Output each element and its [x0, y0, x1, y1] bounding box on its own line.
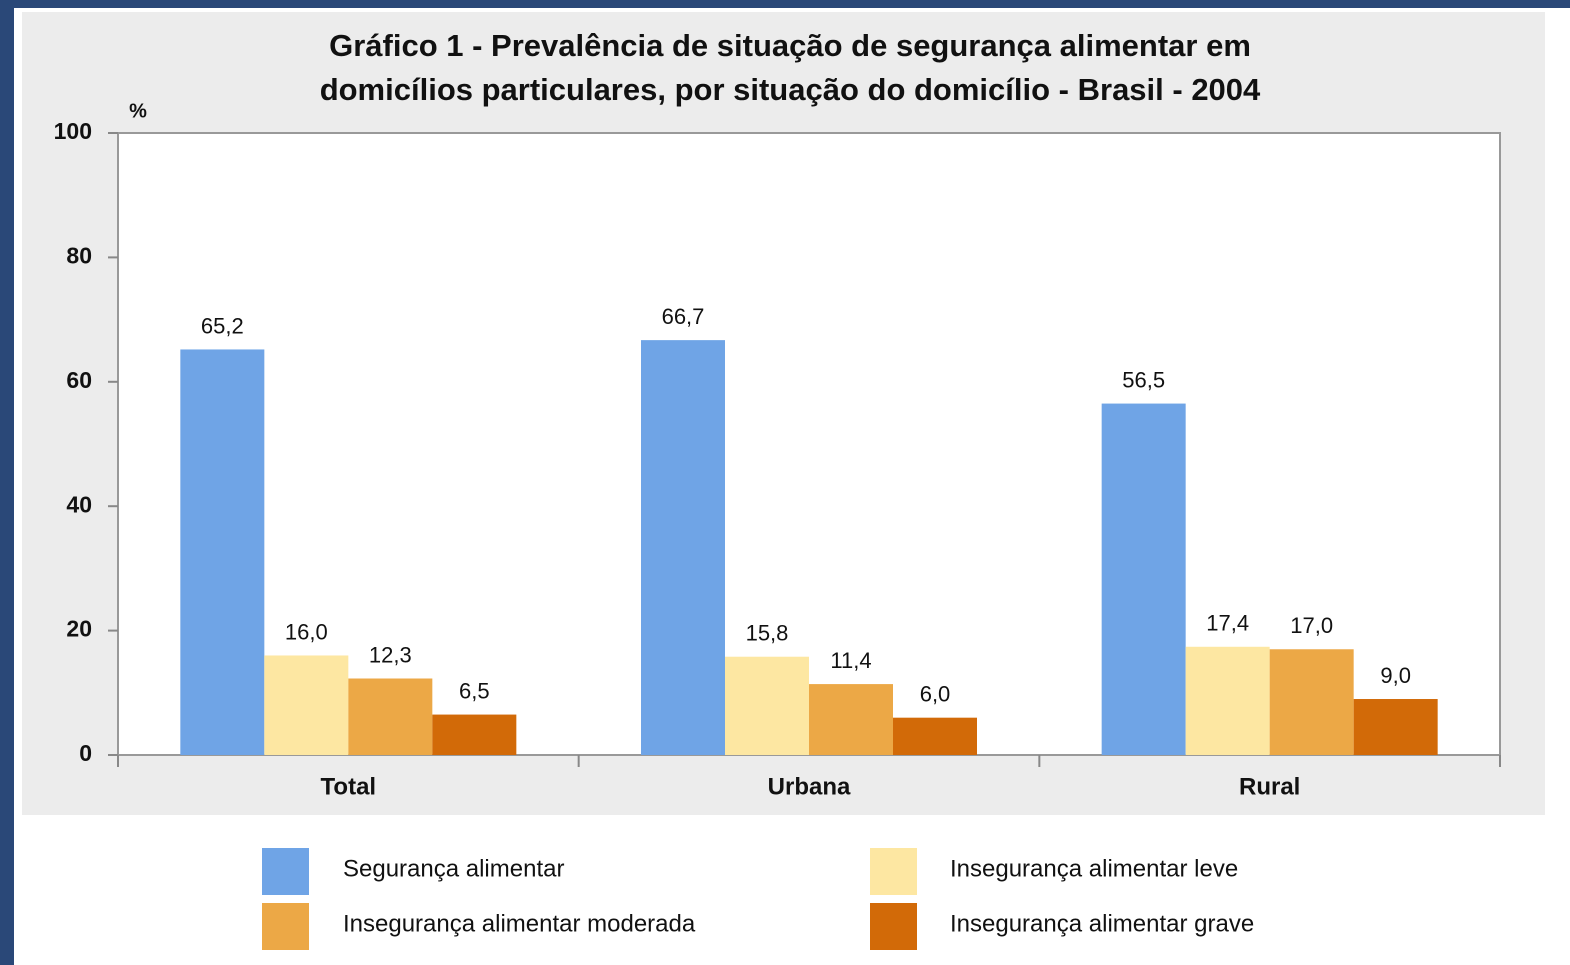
bar	[1269, 649, 1354, 755]
y-tick-label: 60	[66, 367, 92, 393]
value-label: 66,7	[662, 304, 705, 329]
bar	[809, 684, 893, 755]
value-label: 56,5	[1122, 367, 1165, 392]
value-label: 65,2	[201, 313, 244, 338]
value-label: 17,4	[1206, 611, 1249, 636]
bar	[180, 349, 265, 755]
x-tick-label: Total	[321, 773, 377, 800]
value-label: 6,0	[920, 681, 951, 706]
legend-label: Insegurança alimentar moderada	[343, 910, 696, 937]
bar	[1101, 403, 1186, 755]
y-tick-label: 0	[79, 740, 92, 766]
x-tick-label: Rural	[1239, 773, 1300, 800]
legend-label: Insegurança alimentar grave	[950, 910, 1254, 937]
y-tick-label: 80	[66, 242, 92, 268]
legend-swatch	[262, 903, 309, 950]
value-label: 12,3	[369, 642, 412, 667]
legend-swatch	[262, 848, 309, 895]
legend-swatch	[870, 903, 917, 950]
value-label: 17,0	[1290, 613, 1333, 638]
y-tick-label: 40	[66, 491, 92, 517]
x-tick-label: Urbana	[768, 773, 851, 800]
bar	[1353, 699, 1438, 755]
bar	[641, 340, 725, 755]
y-axis-label: %	[129, 100, 147, 122]
bar	[348, 678, 433, 755]
chart-title: domicílios particulares, por situação do…	[320, 72, 1261, 107]
legend-label: Insegurança alimentar leve	[950, 855, 1238, 882]
y-tick-label: 100	[54, 118, 92, 144]
legend-swatch	[870, 848, 917, 895]
value-label: 15,8	[746, 621, 789, 646]
bar	[432, 714, 517, 755]
value-label: 11,4	[830, 648, 871, 673]
bar	[1185, 646, 1270, 755]
bar	[725, 656, 809, 755]
y-tick-label: 20	[66, 616, 92, 642]
value-label: 9,0	[1380, 663, 1411, 688]
value-label: 6,5	[459, 678, 490, 703]
chart-title: Gráfico 1 - Prevalência de situação de s…	[329, 28, 1251, 63]
bar	[264, 655, 349, 755]
bar	[893, 717, 977, 755]
value-label: 16,0	[285, 619, 328, 644]
legend-label: Segurança alimentar	[343, 855, 564, 882]
